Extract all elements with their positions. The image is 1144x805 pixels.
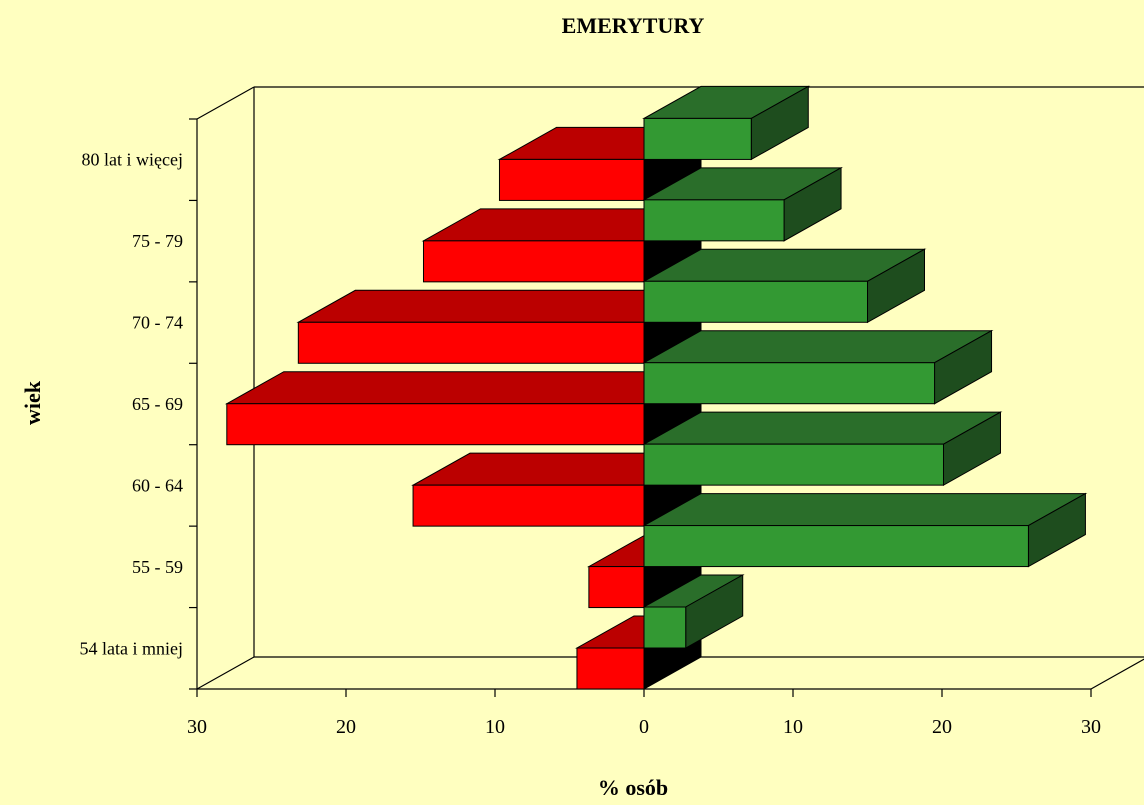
x-tick-label: 20 xyxy=(336,716,356,738)
red-bar xyxy=(576,647,645,690)
red-bar xyxy=(226,403,645,446)
red-bar xyxy=(588,566,645,609)
green-bar xyxy=(643,117,752,160)
category-label: 65 - 69 xyxy=(132,394,183,414)
red-bar xyxy=(412,484,645,527)
category-label: 75 - 79 xyxy=(132,231,183,251)
x-tick-label: 10 xyxy=(783,716,803,738)
x-axis: 30 20 10 0 10 20 30 xyxy=(187,689,1101,738)
x-axis-title: % osób xyxy=(598,775,668,800)
green-bar xyxy=(643,606,687,649)
category-label: 70 - 74 xyxy=(132,313,183,333)
x-tick-label: 10 xyxy=(485,716,505,738)
category-label: 55 - 59 xyxy=(132,557,183,577)
green-bar xyxy=(643,199,785,242)
x-tick-label: 30 xyxy=(1081,716,1101,738)
green-bar-top xyxy=(642,330,994,364)
floor-right-edge xyxy=(1090,658,1144,690)
chart-title: EMERYTURY xyxy=(562,13,705,38)
red-bar xyxy=(297,321,645,364)
red-bar xyxy=(498,158,645,201)
side-wall-top xyxy=(196,86,255,120)
green-bar xyxy=(643,525,1029,568)
green-bar xyxy=(643,443,944,486)
x-tick-label: 30 xyxy=(187,716,207,738)
category-label: 54 lata i mniej xyxy=(80,638,183,658)
bars xyxy=(224,85,1088,690)
category-label: 60 - 64 xyxy=(132,475,183,495)
red-bar-top xyxy=(296,289,703,323)
y-axis: 54 lata i mniej 55 - 59 60 - 64 65 - 69 70 -… xyxy=(80,118,197,690)
y-axis-title: wiek xyxy=(20,380,45,425)
red-bar xyxy=(422,240,645,283)
x-tick-label: 0 xyxy=(639,716,649,738)
green-bar xyxy=(643,280,868,323)
green-bar-top xyxy=(642,493,1088,527)
x-tick-label: 20 xyxy=(932,716,952,738)
green-bar-top xyxy=(642,411,1003,445)
category-label: 80 lat i więcej xyxy=(82,150,183,170)
red-bar-top xyxy=(224,371,703,405)
floor-left-edge xyxy=(196,656,255,690)
green-bar xyxy=(643,362,936,405)
